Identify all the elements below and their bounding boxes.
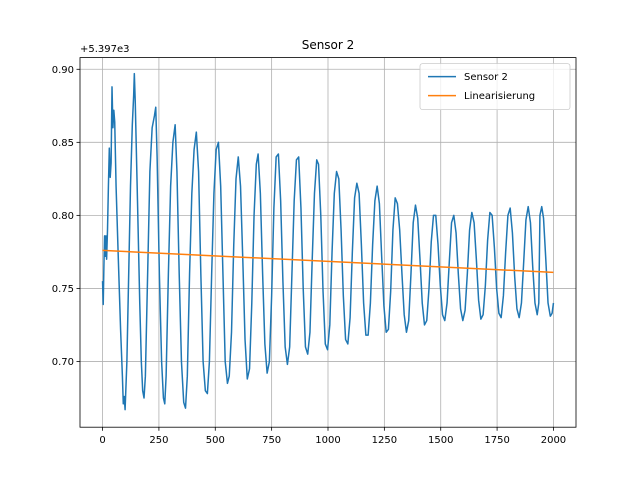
series-layer — [101, 72, 555, 411]
x-tick-label: 1750 — [484, 435, 509, 446]
chart-title: Sensor 2 — [302, 38, 355, 52]
x-tick-label: 0 — [99, 435, 105, 446]
y-tick-label: 0.85 — [52, 138, 74, 149]
x-tick-label: 500 — [206, 435, 225, 446]
series-line-2 — [102, 249, 554, 274]
x-axis: 0 250 500 750 1000 1250 1500 1750 2000 — [99, 427, 566, 446]
y-tick-label: 0.90 — [52, 65, 74, 76]
series-line-1 — [101, 72, 555, 411]
y-axis: 0.70 0.75 0.80 0.85 0.90 — [52, 65, 80, 368]
legend-label: Sensor 2 — [464, 72, 508, 83]
legend-label: Linearisierung — [464, 91, 535, 102]
y-offset-label: +5.397e3 — [80, 44, 130, 55]
x-tick-label: 250 — [149, 435, 168, 446]
grid — [80, 57, 576, 428]
y-tick-label: 0.75 — [52, 284, 74, 295]
legend: Sensor 2 Linearisierung — [419, 63, 571, 110]
legend-box — [419, 63, 571, 110]
x-tick-label: 1000 — [315, 435, 340, 446]
axes-frame — [79, 57, 577, 428]
x-tick-label: 2000 — [541, 435, 566, 446]
x-tick-label: 1500 — [428, 435, 453, 446]
y-tick-label: 0.80 — [52, 211, 74, 222]
x-tick-label: 1250 — [372, 435, 397, 446]
x-tick-label: 750 — [262, 435, 281, 446]
y-tick-label: 0.70 — [52, 357, 74, 368]
